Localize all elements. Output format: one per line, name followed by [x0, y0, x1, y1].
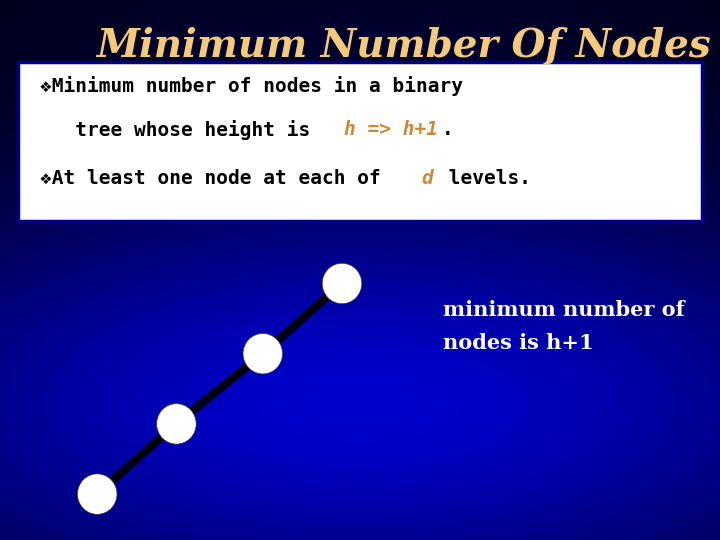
- Text: Minimum Number Of Nodes: Minimum Number Of Nodes: [96, 27, 711, 65]
- Text: tree whose height is: tree whose height is: [40, 119, 322, 140]
- Text: ❖Minimum number of nodes in a binary: ❖Minimum number of nodes in a binary: [40, 76, 463, 97]
- FancyBboxPatch shape: [18, 62, 702, 221]
- Text: d: d: [421, 168, 433, 188]
- Text: .: .: [442, 120, 454, 139]
- Text: h => h+1: h => h+1: [344, 120, 438, 139]
- Ellipse shape: [78, 474, 117, 514]
- Ellipse shape: [243, 333, 283, 374]
- Text: ❖At least one node at each of: ❖At least one node at each of: [40, 168, 392, 188]
- Ellipse shape: [323, 263, 362, 303]
- Text: minimum number of
nodes is h+1: minimum number of nodes is h+1: [443, 300, 685, 353]
- Ellipse shape: [157, 404, 197, 444]
- Text: levels.: levels.: [437, 168, 531, 188]
